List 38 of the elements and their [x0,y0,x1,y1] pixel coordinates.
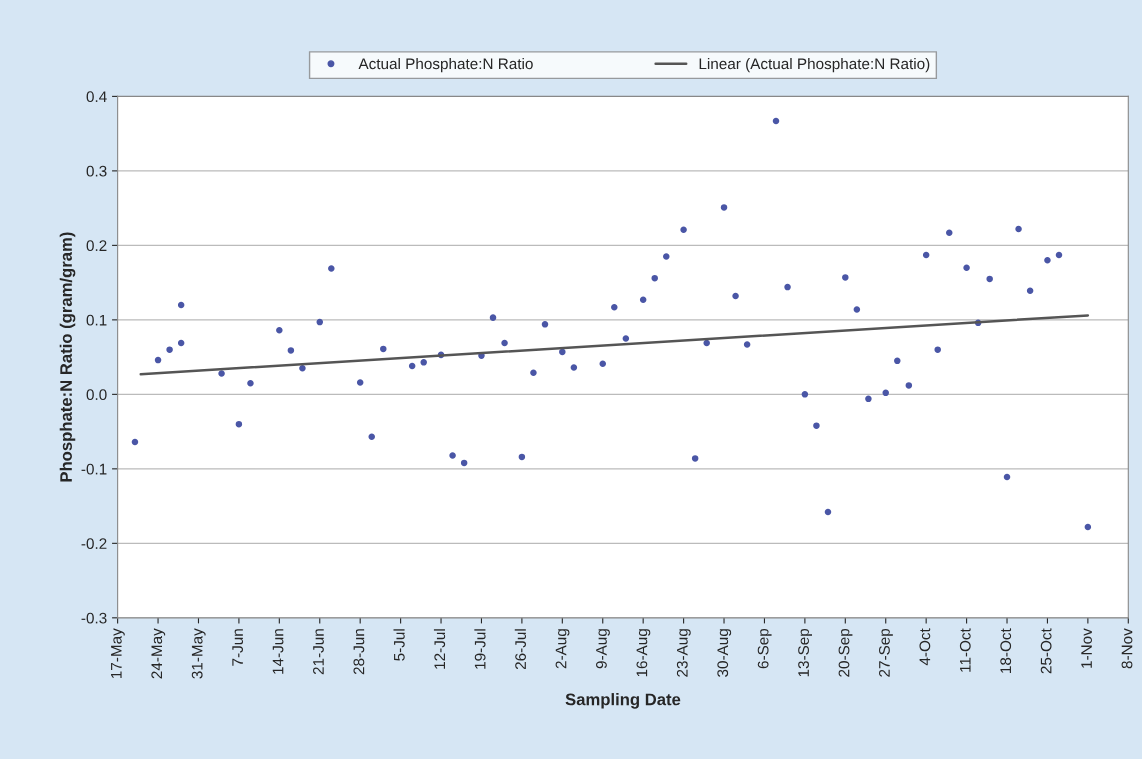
x-axis-title: Sampling Date [565,693,681,709]
x-tick-label: 31-May [191,628,206,679]
y-tick-label: 0.3 [86,165,107,177]
x-tick-label: 5-Jul [393,629,405,661]
x-tick-label: 18-Oct [1000,628,1012,673]
y-tick-label: 0.1 [86,314,107,326]
x-tick-label: 17-May [111,628,125,679]
y-tick-label: -0.2 [81,538,107,550]
x-tick-label: 2-Aug [555,629,570,669]
x-tick-label: 23-Aug [676,629,691,677]
x-tick-label: 25-Oct [1040,628,1052,674]
x-tick-label: 19-Jul [474,629,486,669]
x-tick-label: 12-Jul [433,629,446,669]
x-tick-label: 6-Sep [757,628,772,669]
y-tick-label: 0.4 [86,91,107,103]
y-tick-label: -0.3 [81,612,107,624]
y-tick-label: -0.1 [81,463,107,475]
x-tick-label: 24-May [151,628,166,679]
x-tick-label: 11-Oct [959,628,971,672]
y-axis-title: Phosphate:N Ratio (gram/gram) [59,232,76,482]
x-tick-label: 21-Jun [313,629,324,675]
legend-label: Linear (Actual Phosphate:N Ratio) [699,57,930,73]
x-tick-label: 4-Oct [919,628,931,666]
y-tick-label: 0.2 [86,240,107,252]
x-tick-label: 7-Jun [232,629,244,666]
x-tick-label: 26-Jul [514,629,526,670]
y-tick-label: 0.0 [86,389,107,401]
x-tick-label: 9-Aug [596,629,610,669]
x-tick-label: 20-Sep [838,628,853,677]
x-tick-label: 27-Sep [879,628,893,677]
x-tick-label: 13-Sep [798,628,812,677]
x-tick-label: 8-Nov [1121,628,1133,669]
x-tick-label: 30-Aug [717,629,732,677]
x-tick-label: 1-Nov [1081,628,1092,668]
x-tick-label: 16-Aug [636,629,651,677]
x-tick-label: 28-Jun [353,629,365,675]
x-tick-label: 14-Jun [272,629,284,674]
legend-label: Actual Phosphate:N Ratio [358,57,533,73]
